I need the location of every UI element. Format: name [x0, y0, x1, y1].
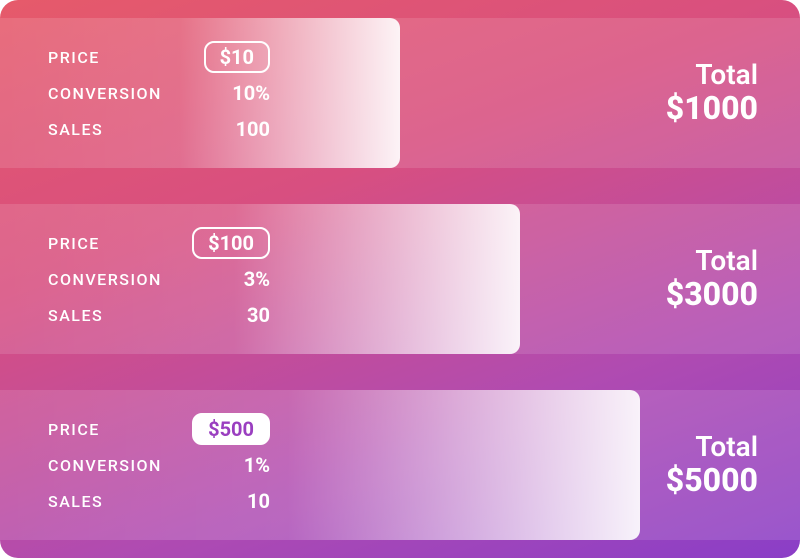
stats-block: PRICE $100 CONVERSION 3% SALES 30 — [0, 225, 270, 333]
price-line: PRICE $500 — [48, 411, 270, 447]
total-block: Total $1000 — [666, 60, 758, 126]
sales-line: SALES 10 — [48, 483, 270, 519]
total-block: Total $5000 — [666, 432, 758, 498]
price-label: PRICE — [48, 48, 100, 67]
sales-line: SALES 30 — [48, 297, 270, 333]
total-amount: $1000 — [666, 91, 758, 126]
sales-line: SALES 100 — [48, 111, 270, 147]
total-amount: $5000 — [666, 463, 758, 498]
sales-label: SALES — [48, 120, 103, 139]
sales-label: SALES — [48, 306, 103, 325]
price-pill: $500 — [192, 413, 270, 445]
sales-value: 100 — [198, 117, 270, 141]
price-line: PRICE $100 — [48, 225, 270, 261]
conversion-label: CONVERSION — [48, 84, 162, 103]
conversion-line: CONVERSION 1% — [48, 447, 270, 483]
pricing-row: PRICE $100 CONVERSION 3% SALES 30 Total … — [0, 186, 800, 372]
stats-block: PRICE $500 CONVERSION 1% SALES 10 — [0, 411, 270, 519]
conversion-label: CONVERSION — [48, 456, 162, 475]
conversion-line: CONVERSION 3% — [48, 261, 270, 297]
total-label: Total — [666, 60, 758, 91]
pricing-comparison-chart: PRICE $10 CONVERSION 10% SALES 100 Total… — [0, 0, 800, 558]
sales-label: SALES — [48, 492, 103, 511]
conversion-value: 3% — [198, 267, 270, 291]
price-line: PRICE $10 — [48, 39, 270, 75]
sales-value: 10 — [198, 489, 270, 513]
total-block: Total $3000 — [666, 246, 758, 312]
conversion-value: 1% — [198, 453, 270, 477]
pricing-row: PRICE $10 CONVERSION 10% SALES 100 Total… — [0, 0, 800, 186]
total-label: Total — [666, 246, 758, 277]
price-label: PRICE — [48, 420, 100, 439]
conversion-line: CONVERSION 10% — [48, 75, 270, 111]
stats-block: PRICE $10 CONVERSION 10% SALES 100 — [0, 39, 270, 147]
total-label: Total — [666, 432, 758, 463]
sales-value: 30 — [198, 303, 270, 327]
conversion-value: 10% — [198, 81, 270, 105]
price-pill: $10 — [204, 41, 270, 73]
conversion-label: CONVERSION — [48, 270, 162, 289]
price-label: PRICE — [48, 234, 100, 253]
price-pill: $100 — [192, 227, 270, 259]
pricing-row: PRICE $500 CONVERSION 1% SALES 10 Total … — [0, 372, 800, 558]
total-amount: $3000 — [666, 277, 758, 312]
